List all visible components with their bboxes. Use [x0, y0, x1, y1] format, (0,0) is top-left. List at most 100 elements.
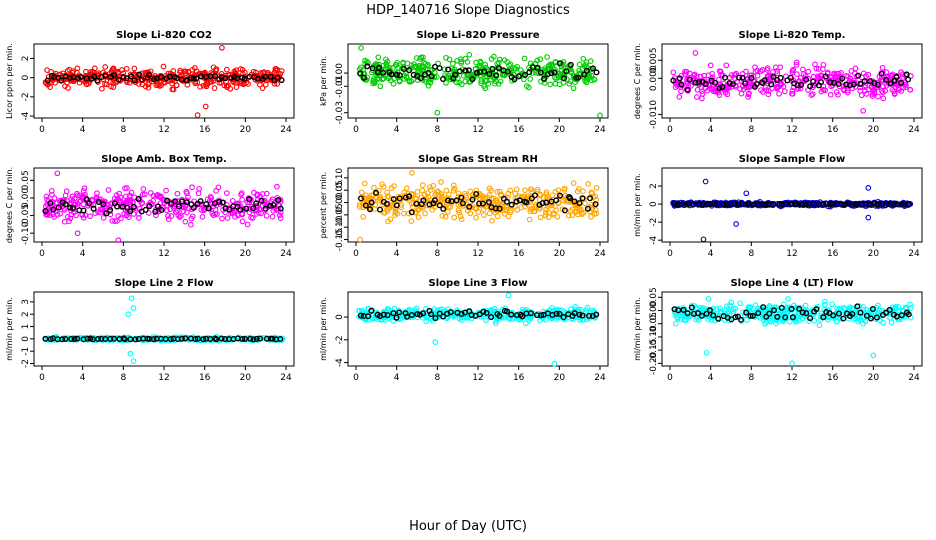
- data-point: [555, 187, 562, 193]
- data-point-black: [584, 205, 591, 212]
- x-tick-label: 4: [80, 125, 86, 135]
- data-point: [732, 305, 739, 312]
- data-point-black: [754, 201, 761, 208]
- data-point-black: [818, 79, 825, 86]
- data-point: [105, 187, 112, 193]
- data-point-black: [513, 198, 520, 205]
- data-point: [743, 68, 749, 75]
- data-point-black: [504, 68, 511, 75]
- data-point: [835, 91, 841, 98]
- data-point: [548, 315, 555, 322]
- data-point: [277, 215, 284, 221]
- data-point-black: [183, 77, 190, 84]
- data-point-black: [496, 205, 503, 212]
- data-point-black: [270, 201, 277, 208]
- data-point: [109, 218, 116, 224]
- data-point-black: [796, 305, 803, 312]
- data-point-black: [365, 313, 372, 320]
- data-point: [427, 187, 434, 193]
- outlier-point: [130, 305, 137, 311]
- y-axis-label: ml/min per min.: [633, 173, 642, 237]
- data-point: [486, 185, 493, 192]
- data-point-black: [406, 193, 413, 200]
- data-point: [382, 210, 388, 216]
- data-point-black: [766, 310, 773, 317]
- y-tick-label: 0: [335, 314, 345, 320]
- data-point-black: [768, 81, 775, 88]
- x-tick-label: 16: [199, 125, 211, 135]
- data-point: [879, 89, 886, 96]
- data-point-black: [774, 313, 781, 320]
- data-point-black: [47, 200, 54, 207]
- data-point-black: [508, 311, 515, 318]
- y-tick-label: 0.10: [335, 168, 345, 188]
- data-point-black: [146, 71, 153, 78]
- y-tick-label: 0.00: [649, 300, 659, 320]
- data-point: [880, 83, 886, 90]
- data-point: [542, 212, 549, 219]
- data-point-black: [469, 76, 476, 83]
- data-point-black: [753, 80, 760, 87]
- data-point: [566, 80, 573, 87]
- data-point: [797, 85, 804, 92]
- data-point-black: [241, 335, 248, 342]
- data-point: [145, 81, 151, 88]
- data-point-black: [428, 311, 435, 318]
- data-point: [77, 192, 83, 199]
- data-point-black: [874, 81, 881, 88]
- data-point: [895, 316, 901, 323]
- outlier-point: [870, 352, 877, 359]
- x-tick-label: 0: [667, 125, 673, 135]
- data-point: [891, 88, 897, 95]
- data-point-black: [857, 309, 864, 316]
- data-point: [229, 210, 236, 216]
- y-tick-label: -2: [21, 359, 31, 368]
- data-point: [895, 307, 902, 314]
- data-point: [412, 209, 419, 216]
- data-point: [417, 56, 423, 62]
- data-point: [898, 88, 905, 94]
- data-point-black: [710, 312, 717, 319]
- data-point-black: [516, 73, 523, 80]
- data-point: [416, 206, 423, 212]
- data-point-black: [807, 83, 814, 90]
- data-point-black: [250, 205, 257, 212]
- y-tick-label: -0.03: [335, 101, 345, 124]
- data-point-black: [735, 313, 742, 320]
- data-point-black: [362, 202, 369, 209]
- data-point: [438, 179, 444, 185]
- data-point: [458, 58, 465, 65]
- data-point: [738, 90, 745, 97]
- data-point: [433, 74, 440, 80]
- data-point-black: [205, 205, 212, 212]
- data-point: [177, 67, 183, 74]
- data-point-black: [127, 208, 134, 215]
- data-point-black: [729, 81, 736, 88]
- data-point-black: [216, 198, 223, 205]
- data-point-black: [874, 201, 881, 208]
- data-point-black: [80, 207, 87, 214]
- data-point: [815, 74, 822, 81]
- data-point-black: [553, 310, 560, 317]
- data-point-black: [271, 77, 278, 84]
- data-point-black: [90, 205, 97, 212]
- data-point: [414, 189, 421, 195]
- data-point: [570, 85, 577, 92]
- data-point-black: [466, 203, 473, 210]
- data-point: [482, 195, 489, 201]
- data-point: [737, 300, 743, 307]
- data-point: [794, 71, 800, 77]
- data-point: [811, 317, 818, 324]
- data-point: [118, 215, 124, 222]
- data-point: [829, 73, 835, 80]
- data-point: [773, 320, 779, 327]
- data-point: [797, 75, 804, 81]
- data-point-black: [579, 312, 586, 319]
- data-point-black: [495, 65, 502, 72]
- data-point: [834, 305, 840, 312]
- data-point-black: [593, 69, 600, 76]
- x-tick-label: 0: [353, 249, 359, 259]
- data-point-black: [839, 75, 846, 82]
- data-point-black: [522, 71, 529, 78]
- data-point: [805, 68, 812, 75]
